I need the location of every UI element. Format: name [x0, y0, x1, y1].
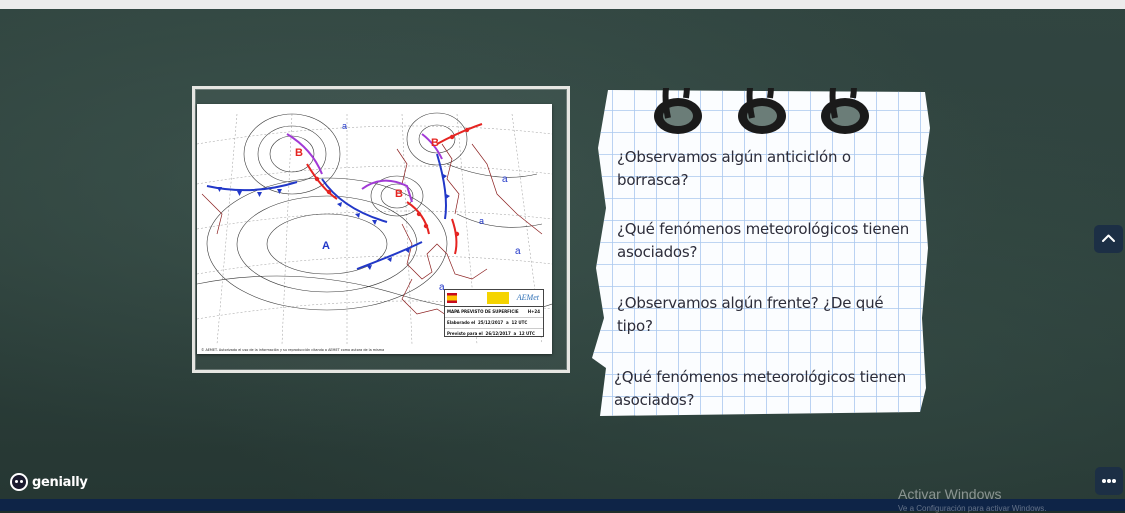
question-4: ¿Qué fenómenos meteorológicos tienen aso… — [614, 368, 907, 409]
legend-valid-label: Previsto para el — [447, 331, 483, 336]
legend-issued-time: 12 UTC — [511, 320, 528, 325]
high-label-3: a — [515, 246, 521, 257]
ministry-logo-icon — [487, 292, 509, 304]
genially-logo-icon — [10, 473, 28, 491]
aemet-logo: AEMet — [516, 293, 539, 302]
low-label-3: B — [395, 188, 403, 200]
legend-issued-a: a — [505, 320, 509, 325]
map-legend: AEMet MAPA PREVISTO DE SUPERFICIE H+24 E… — [444, 289, 544, 337]
map-footnote: © AEMET. Autorizado el uso de la informa… — [201, 348, 385, 352]
spain-flag-icon — [447, 293, 457, 303]
high-label-5: a — [479, 216, 484, 226]
legend-valid-row: Previsto para el 26/12/2017 a 12 UTC — [445, 329, 543, 339]
high-label-4: a — [439, 282, 445, 293]
chalkboard-slide — [0, 9, 1125, 499]
genially-logo-text: genially — [32, 474, 88, 490]
legend-valid-a: a — [513, 331, 517, 336]
activation-watermark-title: Activar Windows — [898, 486, 1002, 502]
legend-valid-time: 12 UTC — [519, 331, 535, 336]
bottom-strip — [0, 499, 1125, 511]
more-options-button[interactable] — [1095, 467, 1123, 495]
legend-logos: AEMet — [445, 290, 543, 307]
chevron-up-icon — [1102, 234, 1115, 242]
legend-issued-row: Elaborado el 25/12/2017 a 12 UTC — [445, 318, 543, 329]
notepad-graphic — [592, 88, 930, 416]
low-label-2: B — [431, 137, 439, 149]
low-label-1: B — [295, 147, 303, 159]
high-label-2: a — [502, 174, 508, 185]
legend-code: H+24 — [527, 309, 540, 314]
legend-valid-date: 26/12/2017 — [485, 331, 511, 336]
binder-rings — [654, 88, 869, 134]
weather-map-image[interactable]: B B B A a a a a a AEMet MAPA PREVISTO DE… — [197, 104, 552, 354]
question-1: ¿Observamos algún anticiclón o borrasca? — [617, 148, 851, 189]
question-2: ¿Qué fenómenos meteorológicos tienen aso… — [617, 220, 910, 261]
activation-watermark-subtitle: Ve a Configuración para activar Windows. — [898, 504, 1047, 513]
ellipsis-icon — [1102, 479, 1116, 483]
legend-title: MAPA PREVISTO DE SUPERFICIE — [447, 309, 519, 314]
high-label-1: a — [342, 121, 347, 131]
legend-title-row: MAPA PREVISTO DE SUPERFICIE H+24 — [445, 307, 543, 318]
high-label-big: A — [322, 240, 330, 252]
question-3: ¿Observamos algún frente? ¿De qué tipo? — [617, 294, 884, 335]
legend-issued-label: Elaborado el — [447, 320, 476, 325]
genially-logo[interactable]: genially — [10, 471, 88, 493]
legend-issued-date: 25/12/2017 — [477, 320, 504, 325]
scroll-up-button[interactable] — [1094, 225, 1123, 253]
